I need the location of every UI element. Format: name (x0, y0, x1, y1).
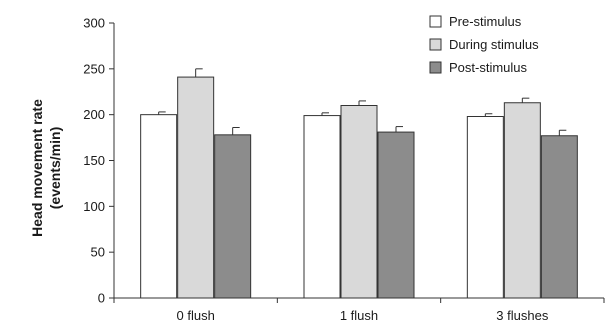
y-tick-label: 50 (91, 245, 105, 260)
legend-label: Post-stimulus (449, 60, 528, 75)
bar (340, 105, 378, 299)
bar (303, 115, 341, 299)
y-tick-label: 250 (83, 61, 105, 76)
y-tick-label: 200 (83, 107, 105, 122)
y-tick-label: 300 (83, 16, 105, 31)
legend-swatch (429, 15, 442, 28)
x-tick-label: 0 flush (177, 308, 215, 323)
x-tick-label: 1 flush (340, 308, 378, 323)
bar (540, 135, 578, 299)
bars (140, 68, 578, 299)
bar (140, 114, 178, 299)
bar (177, 76, 215, 299)
axes: 0 50 100 150 200 250 300 0 flush 1 flush 3 flushe… (83, 16, 605, 323)
y-axis-title: Head movement rate (events/min) (29, 99, 63, 237)
bar (214, 134, 252, 299)
x-tick-label: 3 flushes (496, 308, 549, 323)
legend-swatch (429, 61, 442, 74)
y-tick-label: 150 (83, 153, 105, 168)
legend-swatch (429, 38, 442, 51)
y-axis-title-line2: (events/min) (47, 127, 63, 209)
bar (377, 131, 415, 299)
legend-label: During stimulus (449, 37, 539, 52)
y-tick-label: 0 (98, 291, 105, 306)
legend-label: Pre-stimulus (449, 14, 522, 29)
bar (503, 102, 541, 299)
bar (466, 116, 504, 299)
y-tick-label: 100 (83, 199, 105, 214)
legend: Pre-stimulus During stimulus Post-stimulus (429, 14, 539, 75)
y-axis-title-line1: Head movement rate (29, 99, 45, 237)
